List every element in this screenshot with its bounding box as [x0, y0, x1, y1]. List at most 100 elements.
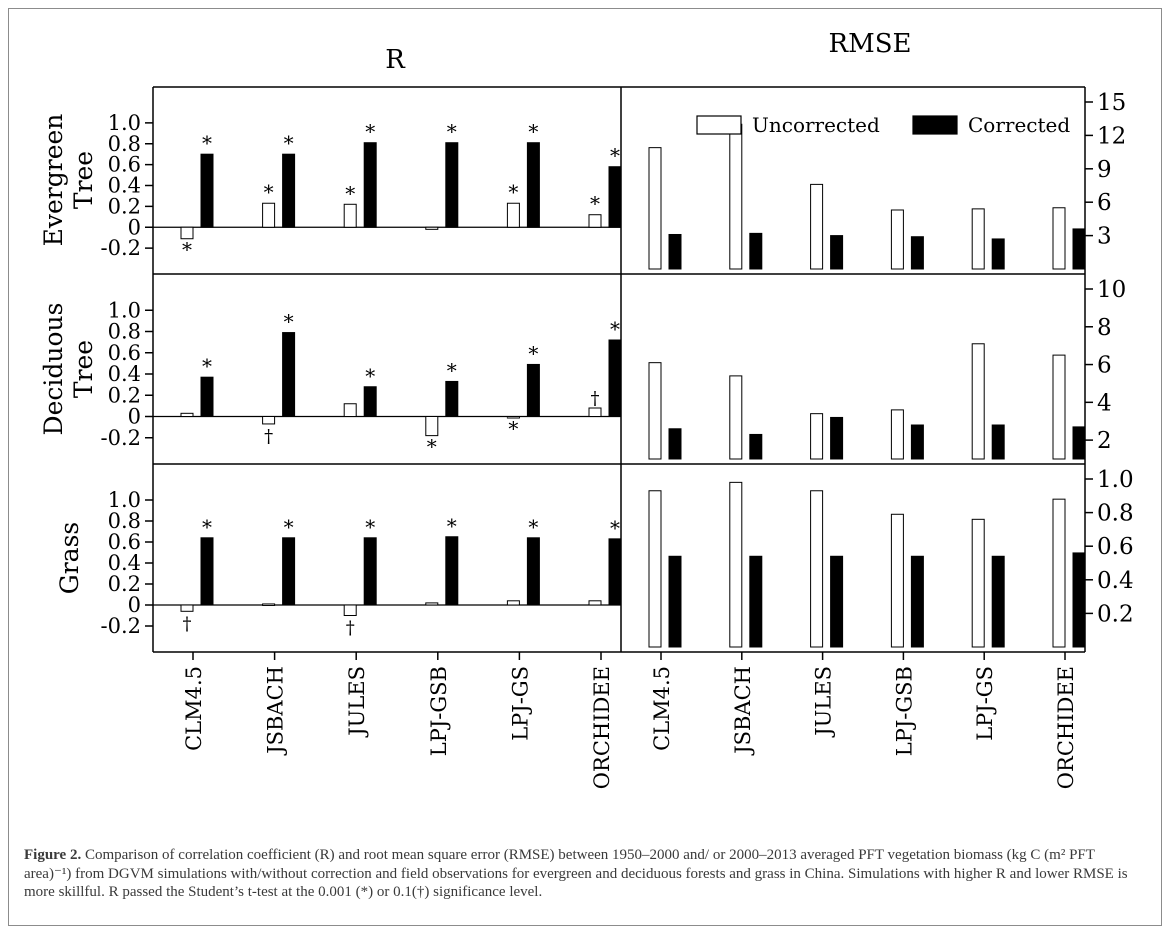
r-axis-tick-label: 0.6	[108, 153, 141, 177]
significance-star: *	[202, 515, 212, 539]
bar-corrected	[282, 537, 296, 606]
bar-uncorrected	[810, 413, 824, 460]
rmse-axis-tick-label: 6	[1097, 353, 1112, 379]
significance-star: *	[447, 120, 457, 144]
significance-star: *	[365, 120, 375, 144]
bar-corrected	[749, 433, 763, 460]
x-tick-label: CLM4.5	[182, 666, 206, 751]
r-axis-tick-label: -0.2	[101, 236, 142, 260]
r-axis-tick-label: 0.2	[108, 572, 141, 596]
bar-uncorrected	[890, 513, 904, 648]
bar-corrected	[445, 380, 459, 417]
x-tick-label: LPJ-GS	[508, 666, 532, 741]
significance-star: *	[610, 516, 620, 540]
bar-corrected	[991, 555, 1005, 648]
rmse-axis-tick-label: 12	[1097, 123, 1126, 149]
significance-star: *	[610, 317, 620, 341]
bar-corrected	[282, 153, 296, 228]
bar-uncorrected	[971, 208, 985, 270]
r-axis-tick-label: 1.0	[108, 298, 141, 322]
r-axis-tick-label: -0.2	[101, 614, 142, 638]
significance-star: *	[284, 131, 294, 155]
bar-uncorrected	[729, 123, 743, 270]
bar-corrected	[363, 537, 377, 606]
bar-corrected	[1072, 228, 1086, 270]
bar-uncorrected	[588, 214, 602, 228]
bar-corrected	[668, 233, 682, 270]
significance-star: *	[365, 364, 375, 388]
bar-uncorrected	[506, 600, 520, 606]
bar-corrected	[608, 166, 622, 228]
significance-star: *	[284, 310, 294, 334]
significance-star: *	[447, 514, 457, 538]
rmse-axis-tick-label: 0.2	[1097, 601, 1134, 627]
bar-uncorrected	[180, 412, 194, 417]
significance-star: *	[182, 238, 192, 262]
rmse-axis-tick-label: 1.0	[1097, 467, 1134, 493]
rmse-axis-tick-label: 3	[1097, 224, 1112, 250]
bar-corrected	[991, 424, 1005, 460]
bar-uncorrected	[810, 183, 824, 270]
significance-star: *	[508, 417, 518, 441]
bar-corrected	[668, 555, 682, 648]
rmse-axis-tick-label: 0.8	[1097, 501, 1134, 527]
significance-star: *	[508, 180, 518, 204]
bar-corrected	[282, 332, 296, 417]
rmse-axis-tick-label: 0.6	[1097, 534, 1134, 560]
bar-corrected	[526, 537, 540, 606]
bar-corrected	[608, 339, 622, 417]
row-title: Grass	[55, 522, 84, 595]
legend-swatch-uncorrected	[696, 115, 742, 135]
bar-corrected	[668, 428, 682, 460]
x-tick-label: JSBACH	[264, 666, 288, 756]
bar-corrected	[363, 142, 377, 228]
bar-corrected	[830, 416, 844, 460]
column-title-rmse: RMSE	[829, 29, 912, 59]
bar-corrected	[200, 537, 214, 606]
bar-uncorrected	[890, 409, 904, 460]
rmse-axis-tick-label: 8	[1097, 315, 1112, 341]
rmse-axis-tick-label: 15	[1097, 90, 1126, 116]
bar-corrected	[749, 555, 763, 648]
bar-uncorrected	[343, 604, 357, 616]
bar-uncorrected	[1052, 354, 1066, 460]
bar-uncorrected	[1052, 207, 1066, 270]
r-axis-tick-label: 0	[128, 593, 141, 617]
significance-dagger: †	[346, 618, 355, 639]
bar-uncorrected	[425, 226, 439, 230]
bar-corrected	[910, 424, 924, 460]
bar-uncorrected	[262, 603, 276, 606]
significance-star: *	[447, 358, 457, 382]
bar-corrected	[991, 238, 1005, 270]
r-axis-tick-label: 1.0	[108, 111, 141, 135]
bar-corrected	[200, 153, 214, 228]
r-axis-tick-label: 0.2	[108, 383, 141, 407]
r-axis-tick-label: 0.8	[108, 132, 141, 156]
bar-uncorrected	[890, 209, 904, 270]
legend-swatch-corrected	[912, 115, 958, 135]
x-tick-label: JULES	[345, 666, 369, 738]
row-title: Tree	[69, 151, 98, 209]
bar-uncorrected	[262, 202, 276, 228]
x-tick-label: LPJ-GSB	[427, 666, 451, 756]
significance-star: *	[610, 144, 620, 168]
bar-corrected	[1072, 426, 1086, 460]
significance-star: *	[528, 341, 538, 365]
bar-corrected	[910, 236, 924, 270]
bar-uncorrected	[180, 604, 194, 612]
bar-uncorrected	[343, 203, 357, 228]
r-axis-tick-label: 0.6	[108, 341, 141, 365]
significance-star: *	[427, 435, 437, 459]
significance-star: *	[528, 120, 538, 144]
rmse-axis-tick-label: 4	[1097, 390, 1112, 416]
row-title: Deciduous	[39, 303, 68, 436]
figure-caption: Figure 2. Comparison of correlation coef…	[24, 846, 1144, 902]
bar-corrected	[526, 142, 540, 228]
bar-uncorrected	[648, 362, 662, 460]
significance-dagger: †	[264, 426, 273, 447]
bar-corrected	[830, 555, 844, 648]
row-title: Tree	[69, 340, 98, 398]
bar-uncorrected	[729, 481, 743, 648]
bar-corrected	[830, 235, 844, 270]
bar-uncorrected	[971, 343, 985, 460]
